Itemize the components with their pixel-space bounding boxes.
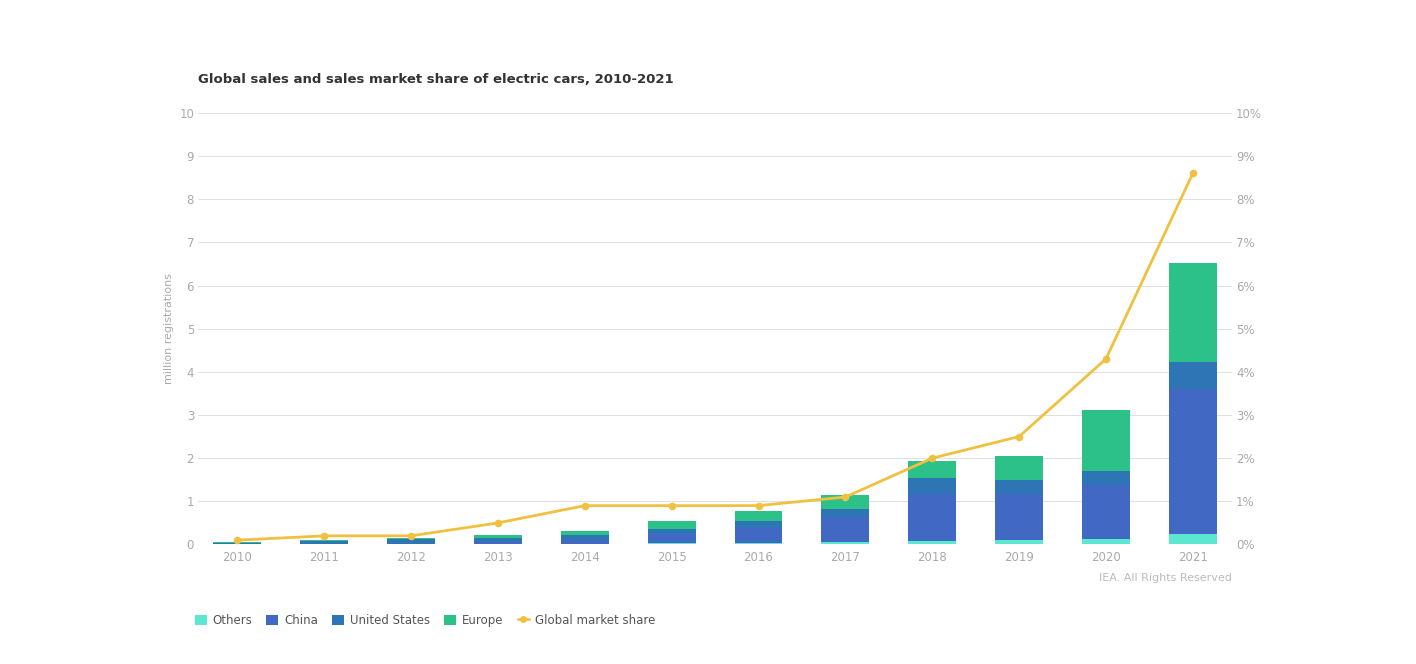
Bar: [735, 542, 783, 544]
Bar: [474, 542, 523, 544]
Bar: [1170, 263, 1216, 362]
Bar: [214, 542, 261, 544]
Bar: [995, 456, 1044, 480]
Bar: [561, 540, 609, 544]
Bar: [561, 535, 609, 540]
Bar: [735, 521, 783, 528]
Text: IEA. All Rights Reserved: IEA. All Rights Reserved: [1099, 572, 1232, 583]
Bar: [1170, 362, 1216, 389]
Bar: [387, 538, 435, 539]
Legend: Others, China, United States, Europe, Global market share: Others, China, United States, Europe, Gl…: [190, 609, 660, 631]
Bar: [908, 478, 956, 493]
Bar: [995, 480, 1044, 495]
Bar: [821, 542, 869, 544]
Bar: [735, 528, 783, 542]
Bar: [561, 531, 609, 535]
Bar: [474, 535, 523, 538]
Bar: [821, 517, 869, 542]
Bar: [735, 511, 783, 521]
Bar: [821, 509, 869, 517]
Bar: [995, 540, 1044, 544]
Bar: [647, 534, 695, 543]
Bar: [300, 540, 348, 544]
Bar: [647, 521, 695, 529]
Bar: [387, 539, 435, 544]
Bar: [647, 529, 695, 534]
Bar: [908, 541, 956, 544]
Bar: [1082, 410, 1130, 471]
Bar: [1082, 471, 1130, 485]
Bar: [474, 538, 523, 542]
Bar: [1170, 534, 1216, 544]
Y-axis label: million registrations: million registrations: [164, 273, 174, 384]
Bar: [647, 543, 695, 544]
Bar: [1170, 389, 1216, 534]
Bar: [995, 495, 1044, 540]
Text: Global sales and sales market share of electric cars, 2010-2021: Global sales and sales market share of e…: [198, 73, 674, 86]
Bar: [1082, 539, 1130, 544]
Bar: [908, 461, 956, 478]
Bar: [821, 495, 869, 509]
Bar: [908, 493, 956, 541]
Bar: [1082, 485, 1130, 539]
